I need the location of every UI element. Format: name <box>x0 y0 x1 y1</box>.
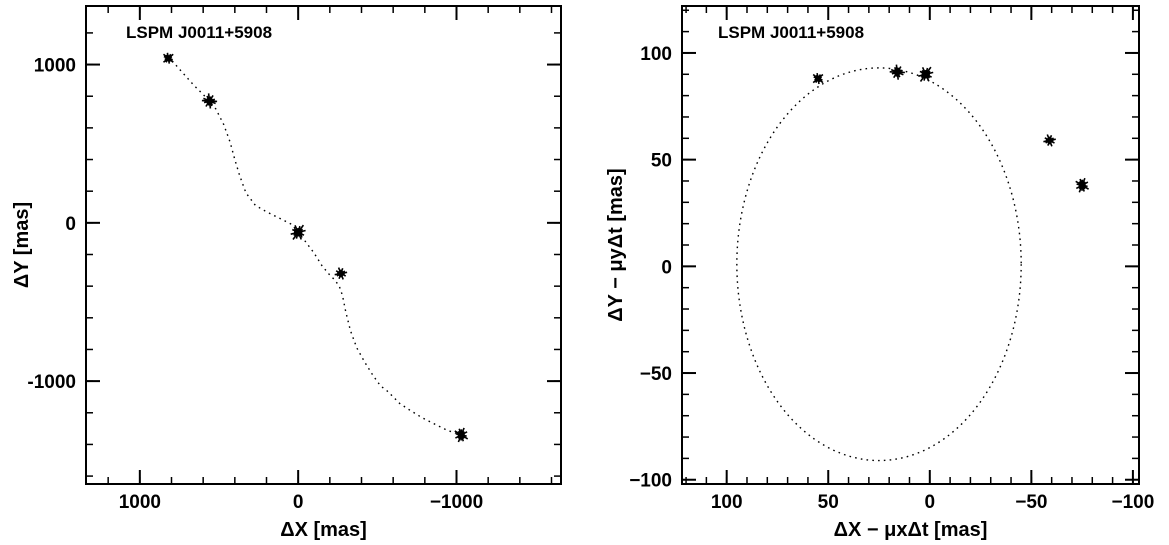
right-orbit-track <box>736 67 1022 462</box>
right-ticks: 100 50 0 −50 −100 −100 −50 0 50 100 <box>629 6 1154 513</box>
left-x-axis-label: ΔX [mas] <box>280 519 367 541</box>
left-y-tick-label: -1000 <box>27 372 76 393</box>
left-observation-point <box>162 52 174 64</box>
left-x-tick-label: −1000 <box>430 492 483 513</box>
right-x-tick-label: 0 <box>925 492 936 513</box>
right-y-tick-label: −50 <box>640 364 672 385</box>
left-orbit-track <box>167 56 464 438</box>
left-y-axis-label: ΔY [mas] <box>11 202 33 288</box>
left-observation-point <box>201 93 218 109</box>
right-x-tick-label: 50 <box>818 492 839 513</box>
right-x-tick-label: 100 <box>711 492 743 513</box>
left-x-tick-label: 1000 <box>119 492 161 513</box>
left-panel-title: LSPM J0011+5908 <box>126 23 272 42</box>
right-y-tick-label: 50 <box>651 151 672 172</box>
right-panel-title: LSPM J0011+5908 <box>718 23 864 42</box>
right-x-tick-label: −100 <box>1112 492 1155 513</box>
right-y-tick-label: −100 <box>629 471 672 492</box>
right-y-tick-label: 100 <box>640 44 672 65</box>
right-panel: 100 50 0 −50 −100 −100 −50 0 50 100 LSPM J0011+59… <box>605 5 1154 541</box>
right-observation-point <box>889 64 905 80</box>
right-y-axis-label: ΔY − μyΔt [mas] <box>605 168 627 321</box>
left-y-tick-label: 0 <box>65 214 76 235</box>
right-plot-frame <box>681 5 1140 485</box>
right-observation-point <box>1075 177 1090 193</box>
right-observation-point <box>812 72 824 85</box>
right-marks <box>736 64 1090 462</box>
right-y-tick-label: 0 <box>661 257 672 278</box>
left-observation-point <box>454 427 469 443</box>
left-observation-point <box>290 224 306 240</box>
left-marks <box>162 52 469 443</box>
right-observation-point <box>1043 134 1056 147</box>
left-panel: 1000 0 −1000 -1000 0 1000 LSPM J0011+5908 ΔX … <box>11 5 562 541</box>
right-x-tick-label: −50 <box>1015 492 1047 513</box>
right-observation-point <box>918 66 934 82</box>
left-ticks: 1000 0 −1000 -1000 0 1000 <box>27 6 561 513</box>
left-plot-frame <box>85 5 562 485</box>
left-y-tick-label: 1000 <box>34 56 76 77</box>
left-observation-point <box>334 267 348 280</box>
left-x-tick-label: 0 <box>293 492 304 513</box>
right-x-axis-label: ΔX − μxΔt [mas] <box>834 519 988 541</box>
